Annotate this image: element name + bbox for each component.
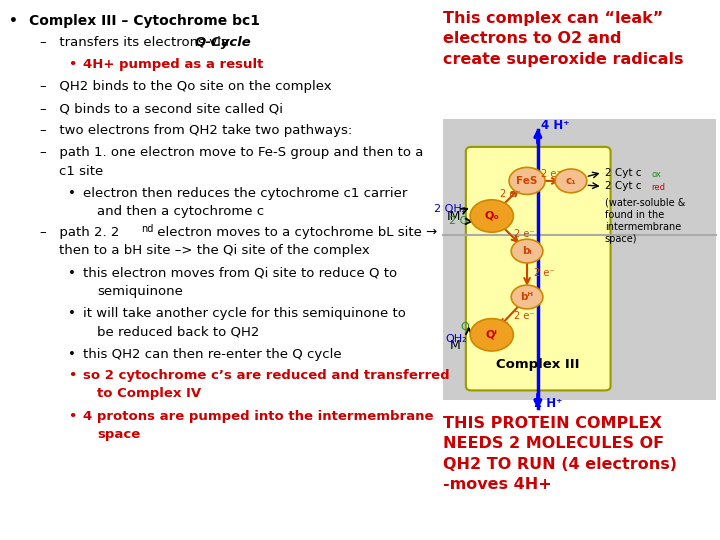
- Text: this electron moves from Qi site to reduce Q to: this electron moves from Qi site to redu…: [83, 267, 397, 280]
- Circle shape: [470, 319, 513, 351]
- Text: 2 e⁻: 2 e⁻: [514, 311, 534, 321]
- Text: 2 H⁺: 2 H⁺: [534, 397, 562, 410]
- Text: •: •: [68, 58, 77, 71]
- Text: then to a bH site –> the Qi site of the complex: then to a bH site –> the Qi site of the …: [59, 244, 370, 257]
- Text: bᴴ: bᴴ: [521, 292, 534, 302]
- Text: red: red: [652, 184, 665, 192]
- Text: Complex III: Complex III: [497, 358, 580, 371]
- Text: THIS PROTEIN COMPLEX
NEEDS 2 MOLECULES OF
QH2 TO RUN (4 electrons)
-moves 4H+: THIS PROTEIN COMPLEX NEEDS 2 MOLECULES O…: [443, 416, 677, 492]
- Text: •: •: [68, 369, 77, 382]
- Text: FeS: FeS: [516, 176, 538, 186]
- Circle shape: [511, 285, 543, 309]
- FancyBboxPatch shape: [466, 147, 611, 390]
- Text: to Complex IV: to Complex IV: [97, 387, 202, 400]
- Text: •: •: [68, 267, 76, 280]
- Text: –   Q binds to a second site called Qi: – Q binds to a second site called Qi: [40, 102, 283, 115]
- Text: and then a cytochrome c: and then a cytochrome c: [97, 205, 264, 218]
- Text: space: space: [97, 428, 140, 441]
- Text: 2 Cyt c: 2 Cyt c: [605, 181, 642, 191]
- Text: so 2 cytochrome c’s are reduced and transferred: so 2 cytochrome c’s are reduced and tran…: [83, 369, 449, 382]
- Text: QH₂: QH₂: [445, 334, 467, 344]
- Text: 2 e⁻: 2 e⁻: [541, 170, 562, 179]
- FancyBboxPatch shape: [443, 119, 716, 400]
- Text: •: •: [68, 410, 77, 423]
- Text: 2 QH₂: 2 QH₂: [434, 204, 467, 214]
- Text: this QH2 can then re-enter the Q cycle: this QH2 can then re-enter the Q cycle: [83, 348, 341, 361]
- Text: –   transfers its electrons via: – transfers its electrons via: [40, 36, 233, 49]
- Text: semiquinone: semiquinone: [97, 285, 183, 298]
- Text: nd: nd: [141, 224, 153, 234]
- Text: c₁: c₁: [566, 176, 576, 186]
- Text: •: •: [9, 14, 17, 28]
- Text: bₗ: bₗ: [522, 246, 532, 256]
- Text: –   path 2. 2: – path 2. 2: [40, 226, 119, 239]
- Text: –   path 1. one electron move to Fe-S group and then to a: – path 1. one electron move to Fe-S grou…: [40, 146, 423, 159]
- Text: •: •: [68, 187, 76, 200]
- Circle shape: [511, 239, 543, 263]
- Text: 4 protons are pumped into the intermembrane: 4 protons are pumped into the intermembr…: [83, 410, 433, 423]
- Text: Complex III – Cytochrome bc1: Complex III – Cytochrome bc1: [29, 14, 260, 28]
- Text: it will take another cycle for this semiquinone to: it will take another cycle for this semi…: [83, 307, 405, 320]
- Text: electron moves to a cytochrome bL site →: electron moves to a cytochrome bL site →: [153, 226, 437, 239]
- Text: •: •: [68, 307, 76, 320]
- Text: (water-soluble &
found in the
intermembrane
space): (water-soluble & found in the intermembr…: [605, 197, 685, 244]
- Text: IM: IM: [446, 210, 461, 222]
- Text: M: M: [450, 339, 461, 352]
- Text: Qₒ: Qₒ: [485, 211, 499, 221]
- Text: be reduced back to QH2: be reduced back to QH2: [97, 325, 260, 338]
- Text: Qᴵ: Qᴵ: [486, 330, 498, 340]
- Text: ox: ox: [652, 170, 662, 179]
- Text: c1 site: c1 site: [59, 165, 103, 178]
- Text: 2 e⁻: 2 e⁻: [500, 190, 521, 199]
- Text: 2 e⁻: 2 e⁻: [534, 268, 554, 278]
- Text: electron then reduces the cytochrome c1 carrier: electron then reduces the cytochrome c1 …: [83, 187, 408, 200]
- Text: 2 e⁻: 2 e⁻: [514, 229, 534, 239]
- Circle shape: [470, 200, 513, 232]
- Text: 4 H⁺: 4 H⁺: [541, 119, 570, 132]
- Text: –   QH2 binds to the Qo site on the complex: – QH2 binds to the Qo site on the comple…: [40, 80, 331, 93]
- Text: 4H+ pumped as a result: 4H+ pumped as a result: [83, 58, 264, 71]
- Circle shape: [555, 169, 587, 193]
- Text: 2 Cyt c: 2 Cyt c: [605, 168, 642, 178]
- Text: •: •: [68, 348, 76, 361]
- Text: –   two electrons from QH2 take two pathways:: – two electrons from QH2 take two pathwa…: [40, 124, 352, 137]
- Circle shape: [509, 167, 545, 194]
- Text: Q-Cycle: Q-Cycle: [194, 36, 251, 49]
- Text: 2 Q: 2 Q: [449, 217, 469, 226]
- Text: This complex can “leak”
electrons to O2 and
create superoxide radicals: This complex can “leak” electrons to O2 …: [443, 11, 683, 66]
- Text: Q: Q: [460, 322, 469, 332]
